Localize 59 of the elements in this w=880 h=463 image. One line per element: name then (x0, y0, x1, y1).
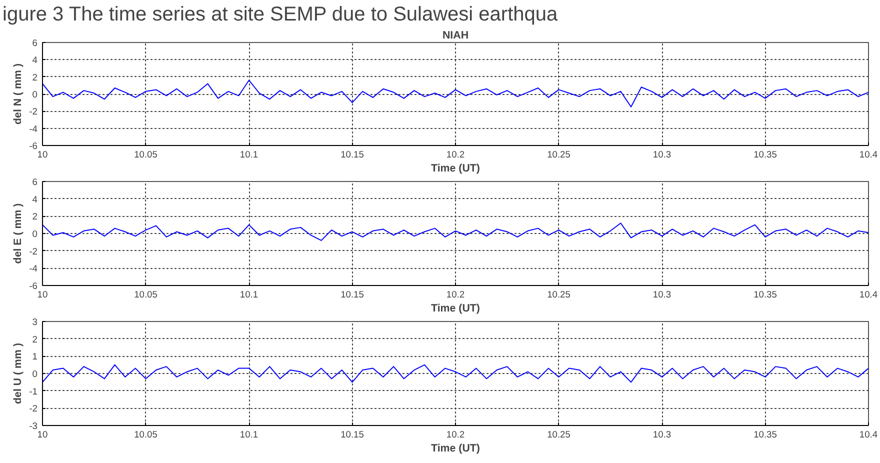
y-tick-label: -6 (29, 281, 38, 291)
y-tick-label: 0 (32, 229, 38, 239)
x-tick-label: 10.3 (652, 430, 672, 440)
line-series (42, 364, 868, 383)
x-axis-title: Time (UT) (431, 442, 480, 454)
x-tick-label: 10 (37, 150, 48, 160)
x-tick-label: 10.25 (547, 290, 570, 300)
x-tick-label: 10.1 (240, 290, 258, 300)
y-tick-label: 0 (32, 369, 38, 379)
y-tick-label: 2 (32, 334, 38, 344)
x-tick-label: 10 (37, 430, 48, 440)
y-tick-label: -3 (29, 421, 38, 431)
x-tick-label: 10.05 (134, 290, 158, 300)
x-tick-label: 10.05 (134, 430, 158, 440)
y-tick-label: -2 (29, 106, 38, 117)
x-tick-label: 10.2 (446, 150, 465, 160)
x-tick-label: 10.25 (547, 150, 570, 160)
x-tick-label: 10.15 (340, 430, 364, 440)
y-tick-label: 2 (32, 212, 38, 222)
y-tick-label: 4 (32, 55, 38, 66)
x-tick-label: 10.35 (754, 290, 777, 300)
y-axis-title: del E ( mm ) (12, 202, 24, 264)
x-tick-label: 10.1 (240, 430, 258, 440)
y-tick-label: 4 (32, 194, 38, 204)
y-axis-title: del U ( mm ) (12, 342, 24, 404)
chart-title: NIAH (442, 30, 469, 42)
y-tick-label: 0 (32, 90, 38, 100)
x-tick-label: 10.35 (754, 430, 777, 440)
y-tick-label: -2 (29, 246, 38, 256)
x-tick-label: 10.4 (859, 290, 878, 300)
x-tick-label: 10.35 (754, 150, 777, 160)
x-tick-label: 10.1 (240, 150, 258, 160)
x-axis-title: Time (UT) (431, 302, 480, 314)
x-axis-title: Time (UT) (431, 162, 480, 174)
x-tick-label: 10.15 (340, 290, 364, 300)
x-tick-label: 10.15 (340, 150, 364, 160)
x-tick-label: 10.2 (446, 290, 465, 300)
y-tick-label: -4 (29, 264, 38, 274)
y-tick-label: -1 (29, 386, 38, 396)
x-tick-label: 10.2 (446, 430, 465, 440)
line-series (42, 222, 868, 241)
x-tick-label: 10 (37, 290, 48, 300)
x-tick-label: 10.3 (652, 290, 672, 300)
x-tick-label: 10.3 (652, 150, 672, 160)
y-tick-label: 2 (32, 72, 38, 82)
y-tick-label: -2 (29, 404, 38, 414)
y-tick-label: 1 (32, 352, 38, 362)
x-tick-label: 10.4 (859, 430, 878, 440)
text: igure 3 The time series at site SEMP due to Sulawesi earthqua (2, 4, 558, 26)
y-tick-label: 6 (32, 38, 38, 48)
y-tick-label: 3 (32, 317, 38, 327)
line-series (42, 80, 868, 108)
y-tick-label: 6 (32, 177, 38, 187)
x-tick-label: 10.25 (547, 430, 570, 440)
y-tick-label: -4 (29, 124, 38, 134)
x-tick-label: 10.05 (134, 150, 158, 160)
y-tick-label: -6 (29, 141, 38, 151)
x-tick-label: 10.4 (859, 150, 878, 160)
y-axis-title: del N ( mm ) (12, 63, 24, 124)
